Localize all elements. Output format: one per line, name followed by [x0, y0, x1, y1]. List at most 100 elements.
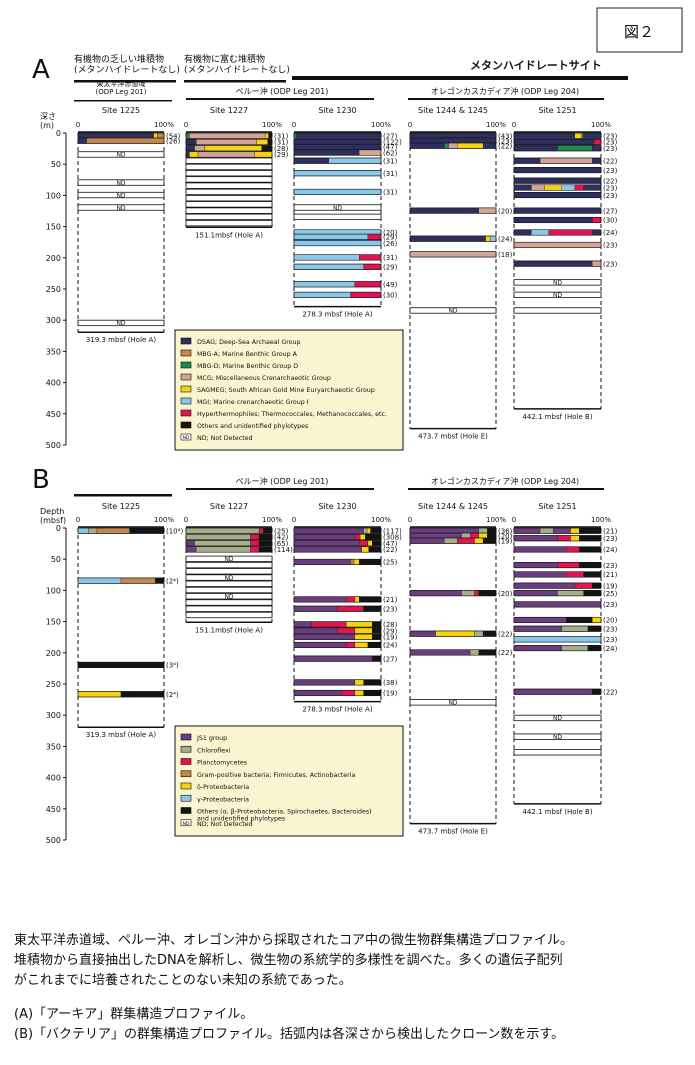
- clone-count-label: (24): [603, 546, 618, 554]
- sample-bar-outline: [185, 138, 273, 146]
- bar-segment-HYP: [350, 291, 382, 298]
- x-tick-label: 0: [292, 121, 296, 129]
- legend-swatch-DEL: [180, 782, 192, 790]
- bar-segment-DEL: [354, 679, 364, 686]
- legend-box: [174, 329, 404, 451]
- bar-segment-OTH: [579, 535, 602, 542]
- bar-segment-DSAG: [409, 142, 445, 149]
- caption-line: がこれまでに培養されたことのない未知の系統であった。: [14, 973, 352, 988]
- y-tick-label: 250: [46, 285, 61, 294]
- bar-segment-OTH: [120, 691, 165, 698]
- sample-bar-outline: [293, 679, 382, 686]
- bar-segment-JS1: [293, 596, 347, 603]
- site-label: Site 1230: [318, 502, 356, 511]
- y-tick-label: 150: [46, 618, 61, 627]
- clone-count-label: (31): [383, 254, 398, 262]
- bar-segment-DSAG: [513, 157, 541, 164]
- group-bar-poor: [74, 80, 176, 83]
- clone-count-label: (30): [603, 217, 618, 225]
- legend-swatch-MBGD: [180, 361, 192, 369]
- nd-box: [513, 291, 602, 299]
- nd-box: [185, 574, 273, 581]
- bar-segment-PLA: [359, 540, 369, 547]
- clone-count-label: (29): [274, 151, 289, 159]
- site-bottom-label: 473.7 mbsf (Hole E): [418, 828, 488, 836]
- legend-swatch-PLA: [180, 758, 192, 765]
- bar-segment-SAGMEG: [256, 139, 268, 145]
- x-tick-label: 100%: [486, 121, 506, 129]
- site-bottom-label: 442.1 mbsf (Hole B): [522, 413, 592, 421]
- site-bottom-label: 319.3 mbsf (Hole A): [86, 731, 156, 739]
- bar-segment-DSAG: [513, 192, 602, 198]
- bar-segment-DSAG: [513, 184, 532, 191]
- group-bar-rich: [184, 80, 286, 83]
- legend-swatch-MGI: [180, 397, 192, 405]
- clone-count-label: (23): [383, 606, 398, 614]
- y-tick-label: 450: [46, 805, 61, 814]
- clone-count-label: (114): [274, 546, 293, 554]
- bar-segment-MCG: [197, 151, 255, 158]
- nd-box: [409, 699, 497, 706]
- bar-segment-CHL: [88, 527, 98, 534]
- clone-count-label: (54): [166, 133, 181, 141]
- bar-segment-PLA: [474, 590, 479, 597]
- region-bar-peru: [186, 98, 374, 100]
- clone-count-label: (2⁴): [166, 691, 179, 699]
- site-label: Site 1225: [102, 502, 140, 511]
- sample-bar-outline: [409, 590, 497, 597]
- bar-segment-DSAG: [583, 132, 602, 139]
- legend-swatch-ND: [180, 433, 192, 441]
- clone-count-label: (22): [498, 630, 513, 638]
- nd-label: ND: [116, 320, 125, 327]
- sample-bar-outline: [77, 661, 165, 668]
- bar-segment-DEL: [359, 534, 366, 540]
- clone-count-label: (23): [603, 636, 618, 644]
- clone-count-label: (308): [383, 534, 402, 542]
- clone-count-label: (19): [498, 537, 513, 545]
- bar-segment-DSAG: [409, 207, 479, 214]
- sample-bar-outline: [513, 582, 602, 589]
- caption-line: (A)「アーキア」群集構造プロファイル。: [14, 1007, 254, 1022]
- sample-bar-outline: [513, 625, 602, 632]
- bar-segment-PLA: [566, 546, 580, 553]
- region-label-oregon: オレゴンカスカディア沖 (ODP Leg 204): [431, 86, 579, 96]
- bar-segment-DSAG: [77, 132, 154, 139]
- nd-box: [77, 204, 165, 211]
- region-label-peru: ペルー沖 (ODP Leg 201): [236, 476, 329, 486]
- bar-segment-MCG: [359, 149, 382, 156]
- x-tick-label: 0: [76, 516, 80, 524]
- site-bottom-label: 278.3 mbsf (Hole A): [302, 311, 372, 319]
- nd-box: [513, 307, 602, 314]
- nd-box: [185, 555, 273, 562]
- bar-segment-DEL: [354, 642, 369, 648]
- bar-segment-OTH: [372, 540, 382, 547]
- bar-segment-PLA: [311, 621, 347, 628]
- bar-segment-GAM: [77, 527, 89, 534]
- clone-count-label: (28): [383, 621, 398, 629]
- nd-box: [185, 157, 273, 164]
- clone-count-label: (22): [498, 142, 513, 150]
- nd-label: ND: [116, 152, 125, 159]
- x-tick-label: 100%: [262, 516, 282, 524]
- bar-segment-GP: [96, 527, 130, 534]
- bar-segment-OTH: [261, 145, 273, 152]
- bar-segment-MGI: [293, 233, 369, 240]
- clone-count-label: (27): [383, 133, 398, 141]
- figure-label-box: [596, 7, 683, 53]
- site-label: Site 1251: [538, 502, 576, 511]
- nd-box: [185, 219, 273, 227]
- sample-bar-outline: [513, 601, 602, 608]
- clone-count-label: (23): [603, 184, 618, 192]
- bar-segment-MGI: [293, 281, 356, 288]
- sample-bar-outline: [293, 254, 382, 261]
- bar-segment-DSAG: [293, 139, 382, 145]
- x-tick-label: 100%: [591, 121, 611, 129]
- bar-segment-OTH: [592, 688, 602, 695]
- legend-box: [174, 725, 404, 837]
- bar-segment-MCG: [478, 207, 497, 214]
- legend-item-OTH: Others and unidentified phylotypes: [197, 423, 308, 430]
- region-bar-oregon: [408, 488, 604, 490]
- y-tick-label: 400: [46, 379, 61, 388]
- bar-segment-SAGMEG: [254, 151, 273, 158]
- nd-box: [185, 170, 273, 177]
